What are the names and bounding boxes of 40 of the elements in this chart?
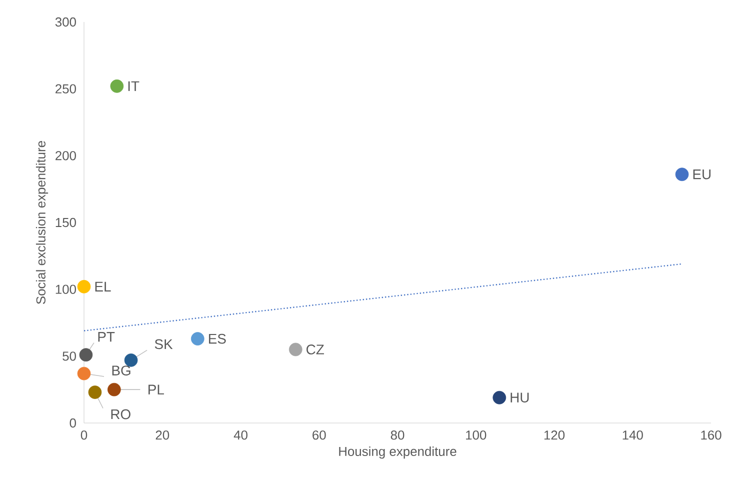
y-tick-label: 50 [62,352,76,361]
x-tick-label: 80 [390,430,404,440]
x-tick-label: 100 [466,430,486,440]
series-label: HU [510,392,529,402]
y-tick-label: 250 [56,84,76,94]
point [492,390,506,404]
y-tick-label: 200 [56,151,76,160]
series-label: EU [693,170,711,180]
series-label: PL [148,384,164,394]
point [79,348,93,362]
point [675,168,689,182]
y-tick-label: 300 [55,17,76,27]
y-tick-label: 0 [70,418,76,428]
series-label: RO [111,409,130,420]
y-tick-label: 100 [56,284,76,294]
series-label: IT [128,81,140,91]
series-label: EL [95,282,111,292]
point [110,79,124,93]
x-tick-label: 120 [544,430,565,440]
series-label: PT [98,332,115,342]
x-tick-label: 60 [312,430,326,440]
x-tick-label: 140 [622,430,643,440]
x-tick-label: 20 [156,430,170,440]
point [124,354,138,367]
series-label: ES [208,334,226,344]
series-label: SK [154,339,173,350]
y-tick-label: 150 [56,218,76,228]
point [77,366,91,380]
point [77,280,91,294]
y-axis-title: Social exclusion expenditure [36,141,48,304]
x-tick-label: 40 [234,430,248,440]
x-tick-label: 160 [701,430,722,440]
point [190,332,204,346]
series-label: CZ [306,344,324,354]
x-tick-label: 0 [80,430,88,440]
x-axis-title: Housing expenditure [339,446,456,459]
point [108,382,121,396]
point [288,342,302,356]
series-label: BG [112,366,130,376]
point [88,386,102,399]
